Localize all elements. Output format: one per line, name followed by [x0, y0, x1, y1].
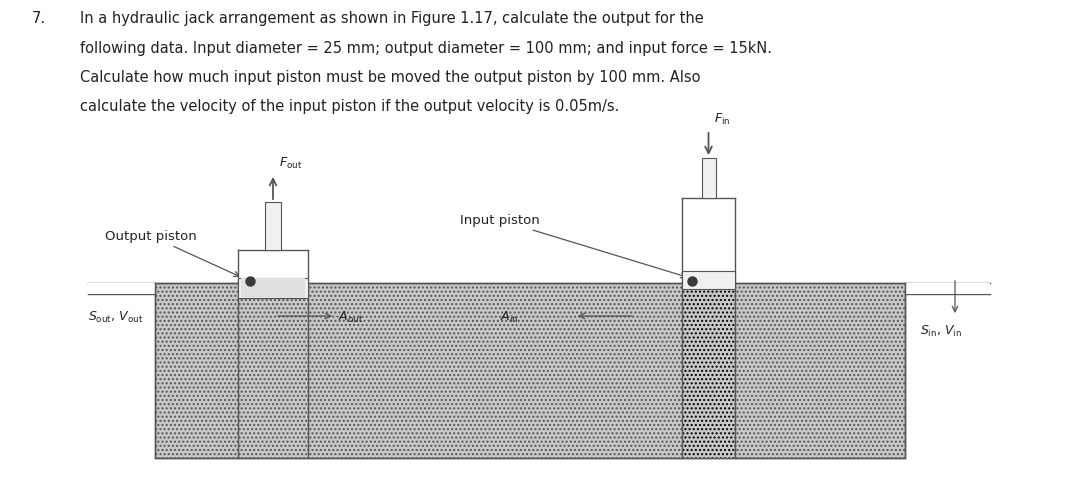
Text: Output piston: Output piston: [105, 230, 239, 277]
Text: $S_\mathregular{in}$, $V_\mathregular{in}$: $S_\mathregular{in}$, $V_\mathregular{in…: [920, 323, 962, 338]
Text: $A_\mathregular{in}$: $A_\mathregular{in}$: [500, 309, 518, 324]
Text: calculate the velocity of the input piston if the output velocity is 0.05m/s.: calculate the velocity of the input pist…: [80, 99, 619, 114]
Text: Input piston: Input piston: [460, 214, 686, 278]
Text: Calculate how much input piston must be moved the output piston by 100 mm. Also: Calculate how much input piston must be …: [80, 70, 701, 85]
Bar: [681, 199, 735, 281]
Bar: [681, 271, 735, 289]
Text: following data. Input diameter = 25 mm; output diameter = 100 mm; and input forc: following data. Input diameter = 25 mm; …: [80, 41, 772, 55]
Bar: [681, 199, 735, 458]
Text: $F_\mathregular{in}$: $F_\mathregular{in}$: [715, 112, 731, 127]
Text: 7.: 7.: [32, 11, 46, 26]
Bar: [905, 284, 990, 294]
Bar: [156, 284, 905, 458]
Text: $A_\mathregular{out}$: $A_\mathregular{out}$: [338, 309, 363, 324]
Bar: [241, 279, 305, 298]
Bar: [265, 203, 281, 250]
Text: In a hydraulic jack arrangement as shown in Figure 1.17, calculate the output fo: In a hydraulic jack arrangement as shown…: [80, 11, 704, 26]
Bar: [238, 279, 308, 298]
Text: $F_\mathregular{out}$: $F_\mathregular{out}$: [279, 156, 302, 171]
Text: $S_\mathregular{out}$, $V_\mathregular{out}$: $S_\mathregular{out}$, $V_\mathregular{o…: [87, 309, 144, 324]
Bar: [702, 159, 715, 199]
Bar: [87, 284, 156, 294]
Bar: [238, 250, 308, 284]
